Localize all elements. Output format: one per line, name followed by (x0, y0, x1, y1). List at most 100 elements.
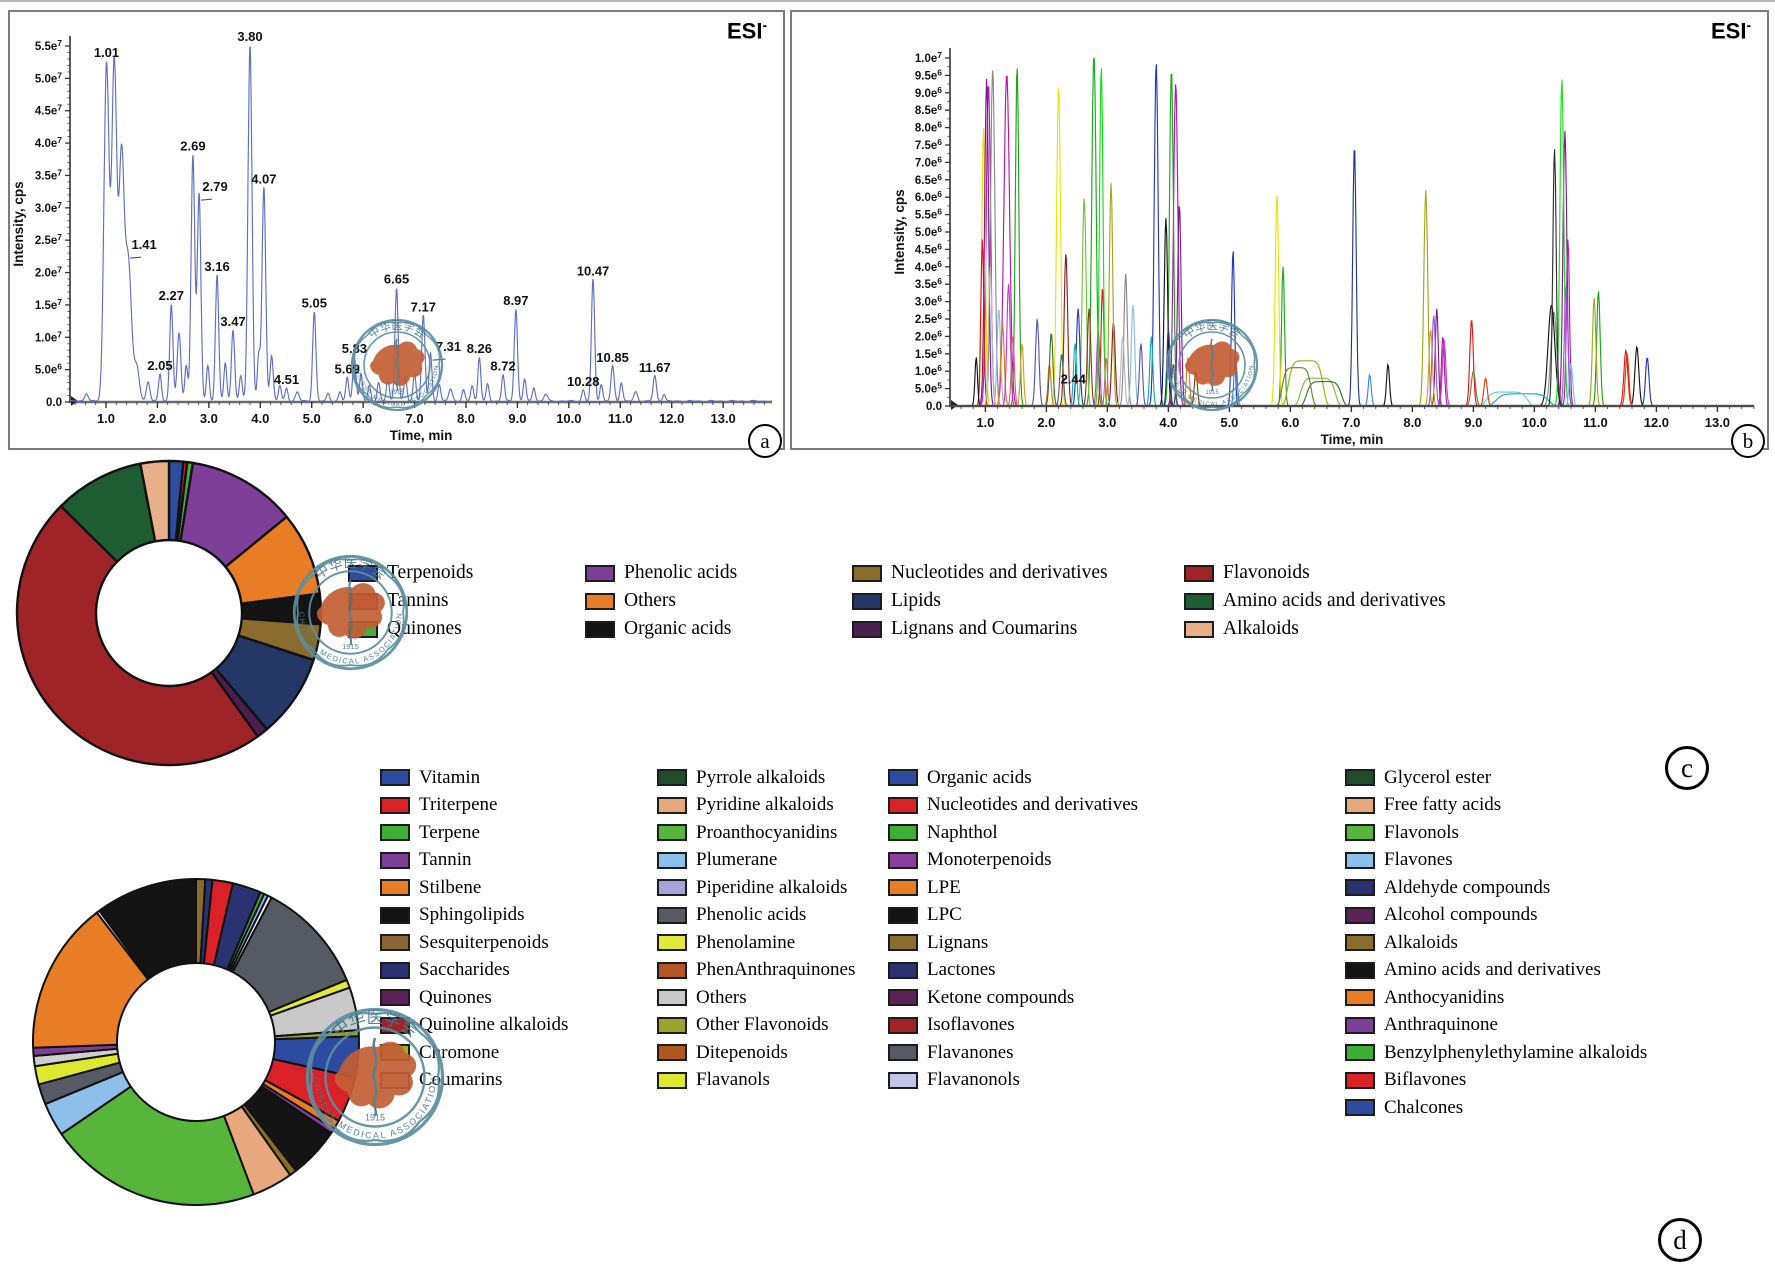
axis-tick-label: 2.0 (1037, 415, 1055, 430)
esi-superscript: - (762, 18, 767, 33)
legend-swatch (585, 564, 615, 582)
peak-retention-time-label: 1.41 (131, 237, 156, 252)
legend-swatch (1345, 1044, 1375, 1062)
axis-tick-label: 2.0e7 (35, 265, 62, 280)
legend-swatch (888, 1044, 918, 1062)
legend-label: Terpene (419, 821, 480, 843)
legend-swatch (1345, 1071, 1375, 1089)
peak-retention-time-label: 11.67 (639, 360, 671, 375)
legend-swatch (657, 1016, 687, 1034)
peak-retention-time-label: 6.65 (384, 272, 409, 287)
chromatogram-trace (950, 149, 1754, 407)
peak-retention-time-label: 10.85 (596, 350, 629, 365)
legend-swatch (1345, 934, 1375, 952)
legend-label: Anthraquinone (1384, 1014, 1498, 1036)
legend-item: Saccharides (380, 957, 568, 985)
legend-item: Quinoline alkaloids (380, 1012, 568, 1040)
legend-swatch (380, 934, 410, 952)
legend-label: Nucleotides and derivatives (927, 794, 1139, 816)
legend-label: Phenolic acids (696, 904, 807, 926)
legend-item: Lignans (888, 929, 1138, 957)
axis-tick-label: 7.0e6 (915, 154, 942, 169)
legend-label: Flavonoids (1223, 562, 1310, 583)
legend-item: Nucleotides and derivatives (888, 792, 1138, 820)
legend-label: Other Flavonoids (696, 1014, 829, 1036)
legend-item: LPC (888, 902, 1138, 930)
legend-swatch (1345, 1099, 1375, 1117)
axis-tick-label: 11.0 (1583, 415, 1608, 430)
legend-swatch (657, 796, 687, 814)
legend-label: Anthocyanidins (1384, 986, 1505, 1008)
legend-label: Biflavones (1384, 1069, 1467, 1091)
legend-item: Organic acids (888, 764, 1138, 792)
legend-item: Organic acids (585, 615, 737, 643)
legend-swatch (1345, 906, 1375, 924)
legend-label: Free fatty acids (1384, 794, 1502, 816)
legend-item: Pyrrole alkaloids (657, 764, 855, 792)
esi-superscript: - (1746, 18, 1751, 33)
legend-swatch (1345, 851, 1375, 869)
legend-swatch (657, 769, 687, 787)
legend-label: Terpenoids (387, 562, 474, 583)
peak-retention-time-label: 4.51 (274, 372, 299, 387)
peak-retention-time-label: 2.27 (159, 288, 184, 303)
axis-tick-label: 5.5e7 (35, 38, 62, 53)
legend-column: Organic acids Nucleotides and derivatives… (888, 764, 1138, 1094)
panel-letter-d: d (1658, 1218, 1702, 1262)
axis-tick-label: 8.0e6 (915, 120, 942, 135)
legend-label: PhenAnthraquinones (696, 959, 856, 981)
y-axis-title: Intensity, cps (892, 189, 907, 274)
legend-label: Organic acids (624, 618, 732, 639)
legend-swatch (888, 989, 918, 1007)
legend-label: Ketone compounds (927, 986, 1075, 1008)
legend-label: Aldehyde compounds (1384, 876, 1551, 898)
peak-retention-time-label: 2.79 (202, 179, 227, 194)
legend-swatch (888, 961, 918, 979)
legend-item: Amino acids and derivatives (1184, 587, 1446, 615)
axis-tick-label: 8.5e6 (915, 102, 942, 117)
axis-tick-label: 4.5e7 (35, 103, 62, 118)
legend-label: Quinoline alkaloids (419, 1014, 569, 1036)
axis-tick-label: 13.0 (710, 411, 735, 426)
legend-swatch (852, 620, 882, 638)
axis-tick-label: 1.0 (976, 415, 994, 430)
legend-label: Flavonols (1384, 821, 1459, 843)
legend-swatch (1345, 824, 1375, 842)
watermark-cn-text: 中华医学会 (366, 319, 428, 342)
legend-swatch (380, 961, 410, 979)
chromatogram-trace (950, 57, 1754, 407)
legend-column: Nucleotides and derivatives Lipids Lignans… (852, 559, 1108, 643)
axis-tick-label: 3.0 (1098, 415, 1116, 430)
chromatogram-a-plot: 0.0 5.0e6 1.0e7 1.5e7 2.0e7 2.5e7 3.0e7 3.5e7 4.… (11, 29, 773, 443)
axis-tick-label: 5.0 (1220, 415, 1238, 430)
peak-retention-time-label: 3.80 (237, 29, 262, 44)
legend-swatch (852, 564, 882, 582)
legend-swatch (657, 961, 687, 979)
legend-label: Lactones (927, 959, 996, 981)
legend-swatch (888, 1071, 918, 1089)
legend-item: Ketone compounds (888, 984, 1138, 1012)
axis-tick-label: 0.0 (926, 401, 942, 413)
watermark-cn-text: 中华医学会 (1181, 319, 1243, 342)
watermark-cn-text: 中华医学会 (329, 1008, 422, 1041)
donut-segment-amino-acids-and-derivatives (98, 878, 197, 980)
x-axis-title: Time, min (1321, 432, 1384, 447)
axis-tick-label: 7.5e6 (915, 137, 942, 152)
legend-swatch (1345, 879, 1375, 897)
legend-swatch (1345, 796, 1375, 814)
legend-label: Lipids (891, 590, 941, 611)
peak-retention-time-label: 5.05 (302, 296, 327, 311)
watermark-cn-text: 中华医学会 (312, 555, 389, 582)
axis-tick-label: 9.5e6 (915, 67, 942, 82)
legend-item: Terpene (380, 819, 568, 847)
legend-label: Flavones (1384, 849, 1453, 871)
legend-label: Flavanols (696, 1069, 770, 1091)
peak-retention-time-label: 3.47 (220, 314, 245, 329)
legend-swatch (657, 1044, 687, 1062)
peak-retention-time-label: 10.47 (577, 263, 610, 278)
axis-tick-label: 1.0e7 (35, 329, 62, 344)
legend-swatch (1184, 592, 1214, 610)
axis-tick-label: 4.0e6 (915, 259, 942, 274)
legend-item: Lipids (852, 587, 1108, 615)
legend-swatch (657, 824, 687, 842)
